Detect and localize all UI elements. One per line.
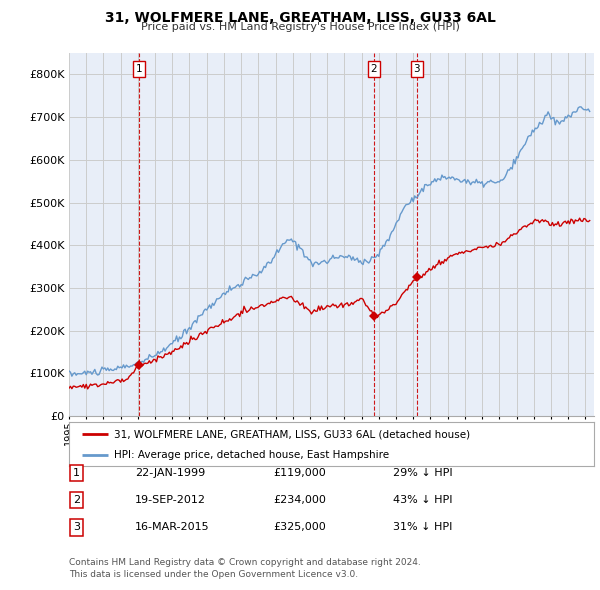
Text: 1: 1	[73, 468, 80, 478]
Text: 22-JAN-1999: 22-JAN-1999	[135, 468, 205, 478]
Text: £234,000: £234,000	[273, 496, 326, 505]
Text: 29% ↓ HPI: 29% ↓ HPI	[393, 468, 452, 478]
Text: 3: 3	[73, 523, 80, 532]
Text: 19-SEP-2012: 19-SEP-2012	[135, 496, 206, 505]
Text: 1: 1	[136, 64, 142, 74]
Text: £119,000: £119,000	[273, 468, 326, 478]
Text: 3: 3	[413, 64, 420, 74]
Text: 43% ↓ HPI: 43% ↓ HPI	[393, 496, 452, 505]
Text: 2: 2	[73, 496, 80, 505]
Text: HPI: Average price, detached house, East Hampshire: HPI: Average price, detached house, East…	[113, 450, 389, 460]
Text: £325,000: £325,000	[273, 523, 326, 532]
Text: 2: 2	[371, 64, 377, 74]
Text: Price paid vs. HM Land Registry's House Price Index (HPI): Price paid vs. HM Land Registry's House …	[140, 22, 460, 32]
Text: 31, WOLFMERE LANE, GREATHAM, LISS, GU33 6AL: 31, WOLFMERE LANE, GREATHAM, LISS, GU33 …	[104, 11, 496, 25]
Text: 31, WOLFMERE LANE, GREATHAM, LISS, GU33 6AL (detached house): 31, WOLFMERE LANE, GREATHAM, LISS, GU33 …	[113, 430, 470, 439]
Text: 31% ↓ HPI: 31% ↓ HPI	[393, 523, 452, 532]
Text: Contains HM Land Registry data © Crown copyright and database right 2024.
This d: Contains HM Land Registry data © Crown c…	[69, 558, 421, 579]
Text: 16-MAR-2015: 16-MAR-2015	[135, 523, 209, 532]
